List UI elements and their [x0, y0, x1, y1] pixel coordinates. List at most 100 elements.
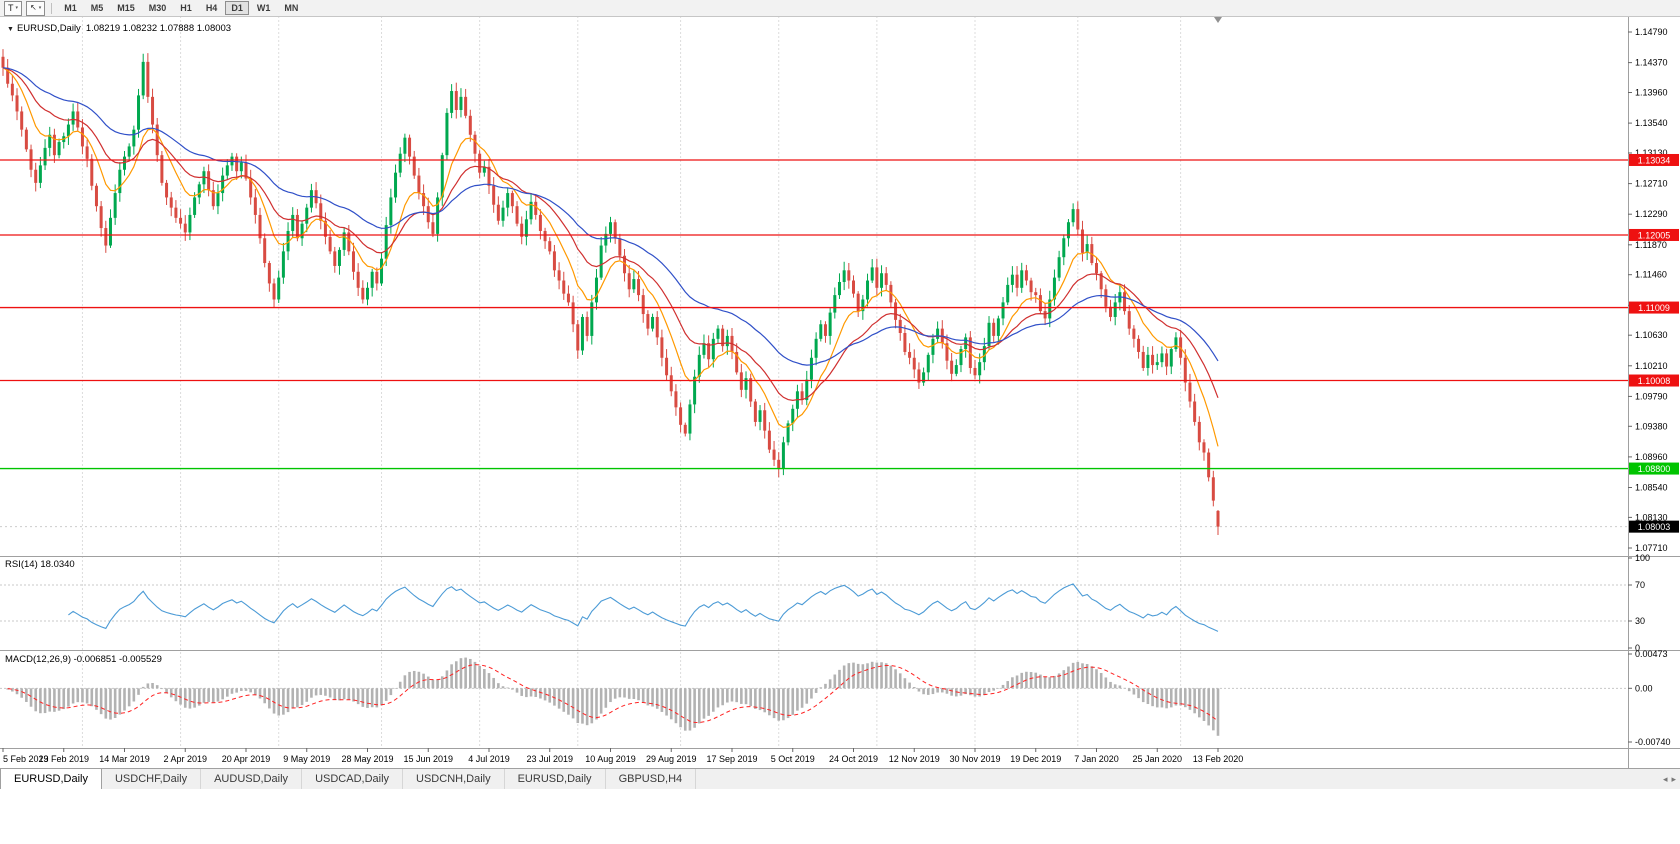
chart-tab[interactable]: EURUSD,Daily — [505, 769, 606, 789]
macd-histogram — [6, 657, 1220, 736]
price-axis-label: 1.09380 — [1635, 421, 1668, 431]
candlestick-series — [1, 49, 1220, 536]
date-label: 2 Apr 2019 — [163, 754, 207, 764]
timeframe-button-d1[interactable]: D1 — [225, 1, 249, 15]
chart-tabs: EURUSD,Daily USDCHF,Daily AUDUSD,Daily USDC… — [0, 769, 697, 789]
timeframe-button-mn[interactable]: MN — [284, 3, 299, 13]
price-axis-label: 1.10630 — [1635, 330, 1668, 340]
timeframe-button-w1[interactable]: W1 — [256, 3, 271, 13]
tab-scroll-right-icon[interactable]: ▸ — [1671, 773, 1676, 784]
date-label: 17 Sep 2019 — [706, 754, 757, 764]
date-label: 7 Jan 2020 — [1074, 754, 1119, 764]
macd-axis-label: -0.00740 — [1635, 737, 1671, 747]
rsi-plot: 100 70 30 0 — [0, 553, 1650, 653]
date-label: 12 Nov 2019 — [889, 754, 940, 764]
date-label: 23 Jul 2019 — [526, 754, 573, 764]
timeframe-button-m15[interactable]: M15 — [117, 3, 135, 13]
template-button-label: T — [8, 3, 14, 13]
rsi-line — [68, 583, 1219, 632]
rsi-axis-label: 100 — [1635, 553, 1650, 563]
timeframe-button-h1[interactable]: H1 — [180, 3, 192, 13]
symbol-period-label: EURUSD,Daily — [16, 23, 81, 34]
chevron-down-icon: ▾ — [15, 4, 19, 11]
ma-10-line — [2, 67, 1219, 447]
tab-scroll-left-icon[interactable]: ◂ — [1662, 773, 1668, 784]
hline-price-tag-label: 1.12005 — [1638, 230, 1671, 240]
chart-tab[interactable]: USDCNH,Daily — [403, 769, 505, 789]
timeframe-button-m5[interactable]: M5 — [90, 3, 104, 13]
timeframe-button-h4[interactable]: H4 — [205, 3, 218, 13]
date-label: 5 Feb 2019 — [3, 754, 49, 764]
timeframe-button-m1[interactable]: M1 — [64, 3, 77, 13]
chart-tab[interactable]: USDCHF,Daily — [102, 769, 202, 789]
hline-price-tag-label: 1.11009 — [1638, 303, 1670, 313]
current-price-tag — [1629, 520, 1679, 533]
chart-title: ▼ EURUSD,Daily 1.08219 1.08232 1.07888 1.0… — [7, 23, 231, 34]
chart-tab[interactable]: USDCAD,Daily — [302, 769, 404, 789]
chart-shift-marker-icon[interactable] — [1214, 17, 1222, 23]
chart-tab[interactable]: EURUSD,Daily — [0, 769, 102, 789]
macd-plot: 0.00473 0.00 -0.00740 — [0, 649, 1671, 747]
date-label: 4 Jul 2019 — [468, 754, 510, 764]
date-label: 30 Nov 2019 — [949, 754, 1000, 764]
date-label: 5 Oct 2019 — [771, 754, 815, 764]
ma-22-line — [2, 67, 1219, 402]
tab-scroll-buttons: ◂ ▸ — [1663, 769, 1676, 789]
date-label: 23 Feb 2019 — [38, 754, 89, 764]
macd-axis-label: 0.00 — [1635, 683, 1653, 693]
one-click-trading-toggle[interactable]: ▼ — [7, 26, 14, 33]
cursor-tool-button[interactable]: ↖ ▾ — [26, 0, 46, 16]
current-price-tag-label: 1.08003 — [1638, 522, 1671, 532]
timeframe-button-m30[interactable]: M30 — [148, 3, 167, 13]
rsi-label: RSI(14) 18.0340 — [5, 559, 75, 570]
date-label: 19 Dec 2019 — [1010, 754, 1061, 764]
chart-svg[interactable]: 1.14790 1.14370 1.13960 1.13540 1.13130 1.127… — [0, 16, 1680, 768]
timeframe-buttons: M1 M5 M15 M30 H1 H4 D1 W1 MN — [58, 1, 304, 15]
date-label: 24 Oct 2019 — [829, 754, 878, 764]
price-axis-label: 1.09790 — [1635, 391, 1668, 401]
chart-tab[interactable]: AUDUSD,Daily — [201, 769, 303, 789]
price-axis-label: 1.14790 — [1635, 27, 1668, 37]
price-axis-label: 1.07710 — [1635, 543, 1668, 553]
hline-price-tag-label: 1.13034 — [1638, 155, 1671, 165]
ma-lines — [2, 67, 1219, 447]
date-label: 15 Jun 2019 — [403, 754, 453, 764]
date-label: 9 May 2019 — [283, 754, 330, 764]
ohlc-values: 1.08219 1.08232 1.07888 1.08003 — [85, 23, 232, 34]
template-button[interactable]: T ▾ — [4, 0, 23, 16]
price-axis-label: 1.12290 — [1635, 209, 1668, 219]
date-label: 25 Jan 2020 — [1132, 754, 1182, 764]
chart-window: 1.14790 1.14370 1.13960 1.13540 1.13130 1.127… — [0, 16, 1680, 768]
rsi-axis-label: 30 — [1635, 616, 1645, 626]
price-axis-label: 1.11460 — [1635, 270, 1667, 280]
rsi-axis-label: 0 — [1635, 643, 1640, 653]
date-label: 20 Apr 2019 — [222, 754, 271, 764]
period-separators — [81, 16, 1182, 748]
macd-label: MACD(12,26,9) -0.006851 -0.005529 — [5, 654, 162, 665]
price-axis[interactable]: 1.14790 1.14370 1.13960 1.13540 1.13130 1.127… — [1628, 27, 1679, 553]
price-axis-label: 1.08960 — [1635, 452, 1668, 462]
chevron-down-icon: ▾ — [38, 4, 42, 11]
price-axis-label: 1.13960 — [1635, 87, 1668, 97]
price-axis-label: 1.13540 — [1635, 118, 1668, 128]
hline-price-tag — [1629, 228, 1679, 241]
hline-price-tag — [1629, 153, 1679, 166]
price-axis-label: 1.11870 — [1635, 240, 1667, 250]
price-axis-label: 1.08540 — [1635, 483, 1668, 493]
date-label: 29 Aug 2019 — [646, 754, 697, 764]
toolbar-separator — [51, 2, 53, 14]
price-axis-label: 1.08130 — [1635, 512, 1668, 522]
date-label: 14 Mar 2019 — [99, 754, 150, 764]
hline-price-tag — [1629, 462, 1679, 475]
price-axis-label: 1.13130 — [1635, 148, 1668, 158]
price-axis-label: 1.10210 — [1635, 361, 1668, 371]
hline-price-tag — [1629, 374, 1679, 387]
date-label: 28 May 2019 — [341, 754, 393, 764]
date-label: 10 Aug 2019 — [585, 754, 636, 764]
chart-tab[interactable]: GBPUSD,H4 — [606, 769, 697, 789]
rsi-axis-label: 70 — [1635, 580, 1645, 590]
price-axis-label: 1.12710 — [1635, 179, 1668, 189]
hline-price-tag — [1629, 301, 1679, 314]
macd-axis-label: 0.00473 — [1635, 649, 1668, 659]
